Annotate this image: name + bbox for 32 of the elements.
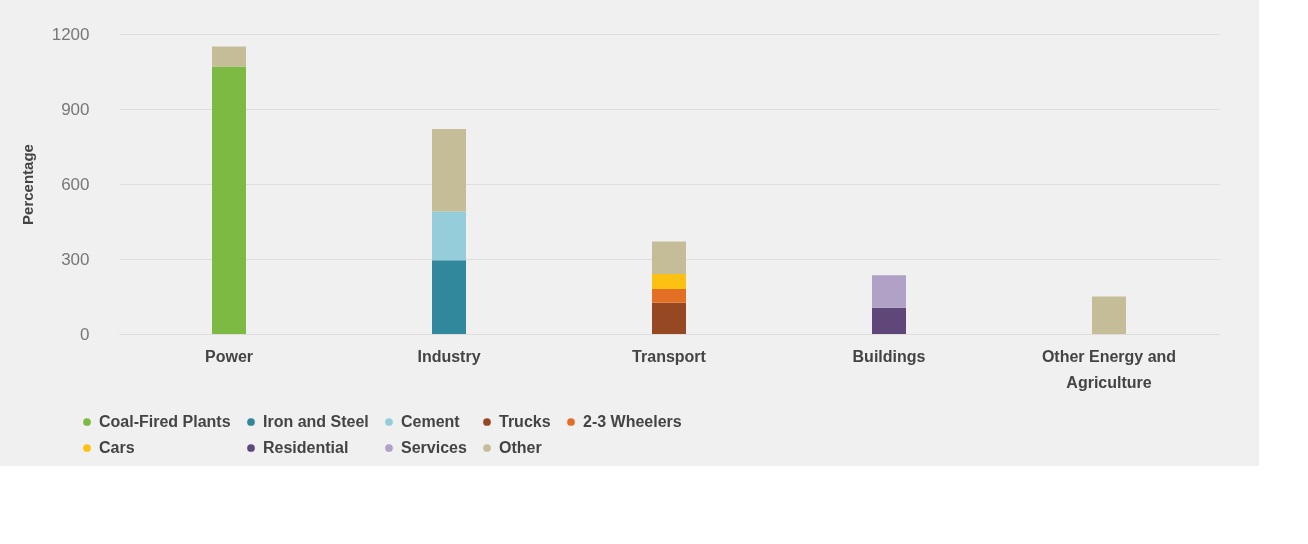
bar [432, 211, 466, 261]
legend-label: Coal-Fired Plants [99, 413, 231, 430]
y-tick-label: 1200 [51, 24, 90, 44]
legend-label: 2-3 Wheelers [583, 413, 682, 430]
x-tick-label: Transport [632, 347, 707, 365]
legend-label: Iron and Steel [263, 413, 369, 430]
bar [652, 289, 686, 303]
legend-label: Residential [263, 439, 349, 456]
bar [872, 275, 906, 308]
y-axis-title: Percentage [18, 144, 36, 225]
x-tick-label: Power [204, 347, 254, 365]
bar [652, 274, 686, 289]
legend-label: Cars [99, 439, 135, 456]
bar [872, 307, 906, 334]
y-tick-label: 300 [61, 249, 90, 269]
legend-label: Cement [401, 413, 461, 430]
legend-label: Services [401, 439, 467, 456]
y-tick-label: 0 [80, 324, 90, 344]
bar [652, 302, 686, 334]
x-tick-label: Buildings [852, 347, 926, 365]
bar [1092, 296, 1126, 334]
legend-label: Trucks [499, 413, 551, 430]
bar [432, 129, 466, 212]
bar [212, 66, 246, 334]
x-tick-label: Industry [417, 347, 481, 365]
bar [432, 260, 466, 334]
x-tick-label: Other Energy and Agriculture [1041, 347, 1177, 391]
y-tick-label: 900 [61, 99, 90, 119]
legend-label: Other [499, 439, 542, 456]
y-tick-label: 600 [61, 174, 90, 194]
bar [652, 241, 686, 274]
bar [212, 46, 246, 67]
